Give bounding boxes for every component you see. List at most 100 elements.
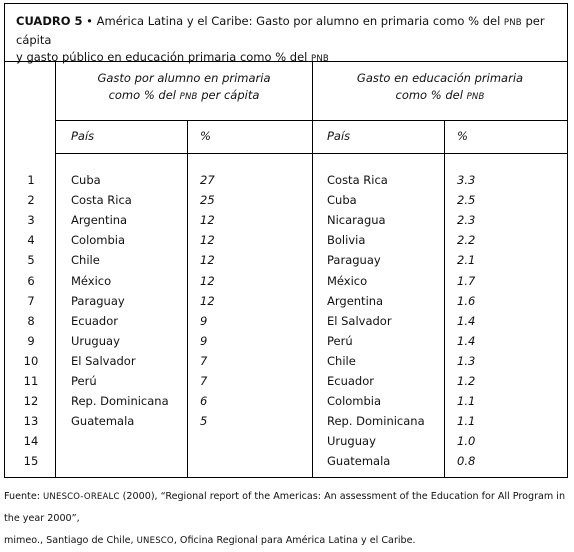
source-org-2: UNESCO [136, 536, 174, 546]
left-value-cell: 12 [200, 213, 215, 228]
right-country-cell: Perú [327, 333, 353, 348]
right-country-cell: Colombia [327, 394, 382, 409]
right-country-cell: El Salvador [327, 313, 392, 328]
left-heading-pnb: PNB [179, 92, 198, 102]
left-country-cell: Rep. Dominicana [71, 394, 169, 409]
right-value-divider [444, 120, 445, 477]
left-country-cell: Perú [71, 374, 97, 388]
title-line1b: per cápita [16, 14, 545, 47]
row-number: 5 [27, 253, 35, 268]
row-number: 3 [27, 213, 35, 228]
right-value-cell: 1.0 [457, 434, 476, 449]
right-value-cell: 1.2 [457, 374, 476, 388]
right-value-cell: 1.7 [457, 273, 476, 288]
row-number: 9 [27, 333, 35, 348]
right-country-cell: Ecuador [327, 374, 374, 388]
left-value-cell: 9 [200, 313, 208, 328]
left-value-cell: 7 [200, 353, 208, 368]
left-country-cell: Guatemala [71, 414, 135, 429]
right-country-cell: Chile [327, 353, 356, 368]
right-country-cell: Uruguay [327, 434, 376, 449]
right-value-cell: 1.1 [457, 414, 476, 429]
title-pnb-a: PNB [503, 18, 522, 28]
row-number: 12 [23, 394, 39, 409]
left-country-cell: Uruguay [71, 333, 120, 348]
right-value-cell: 1.3 [457, 353, 476, 368]
left-country-cell: México [71, 273, 112, 288]
left-country-cell: El Salvador [71, 353, 136, 368]
group-divider [312, 61, 313, 477]
right-country-header: País [327, 129, 351, 143]
right-heading-pnb: PNB [466, 92, 485, 102]
right-value-cell: 2.3 [457, 213, 476, 228]
left-value-cell: 25 [200, 193, 215, 208]
left-country-header: País [71, 129, 95, 143]
left-heading-line2-pre: como % del [108, 88, 176, 102]
right-value-cell: 1.4 [457, 333, 476, 348]
right-heading-line1: Gasto en educación primaria [356, 71, 524, 85]
table-label: CUADRO 5 [16, 14, 83, 28]
source-note: Fuente: UNESCO-OREALC (2000), “Regional … [4, 486, 570, 552]
right-value-cell: 2.5 [457, 193, 476, 208]
right-country-cell: Bolivia [327, 233, 366, 248]
source-org-1: UNESCO-OREALC [43, 492, 120, 502]
right-country-cell: México [327, 273, 368, 288]
table-title: CUADRO 5 • América Latina y el Caribe: G… [16, 13, 561, 68]
source-line2-post: , Oficina Regional para América Latina y… [173, 535, 416, 546]
right-country-cell: Argentina [327, 293, 384, 308]
right-value-cell: 0.8 [457, 454, 476, 469]
left-country-cell: Costa Rica [71, 193, 132, 208]
right-heading-line2-pre: como % del [395, 88, 463, 102]
right-country-cell: Rep. Dominicana [327, 414, 425, 429]
left-country-cell: Chile [71, 253, 100, 268]
row-number: 10 [23, 353, 39, 368]
right-country-cell: Costa Rica [327, 173, 388, 187]
column-heading-rule [55, 153, 567, 154]
group-heading-rule [55, 120, 567, 121]
left-country-cell: Paraguay [71, 293, 125, 308]
right-country-cell: Guatemala [327, 454, 391, 469]
source-line2-pre: mimeo., Santiago de Chile, [4, 535, 134, 546]
source-label: Fuente: [4, 491, 40, 502]
left-value-cell: 27 [200, 173, 215, 187]
left-value-cell: 12 [200, 253, 215, 268]
title-rule [5, 61, 567, 62]
right-value-cell: 1.4 [457, 313, 476, 328]
left-country-cell: Argentina [71, 213, 128, 228]
row-number: 11 [23, 374, 39, 388]
right-value-cell: 2.1 [457, 253, 476, 268]
title-bullet: • [86, 14, 93, 28]
right-group-heading: Gasto en educación primaria como % del P… [313, 70, 567, 106]
left-value-cell: 5 [200, 414, 208, 429]
right-country-cell: Nicaragua [327, 213, 386, 228]
right-value-cell: 2.2 [457, 233, 476, 248]
row-number: 15 [23, 454, 39, 469]
table-frame: CUADRO 5 • América Latina y el Caribe: G… [4, 3, 568, 478]
right-value-cell: 1.6 [457, 293, 476, 308]
left-value-cell: 9 [200, 333, 208, 348]
left-country-cell: Ecuador [71, 313, 118, 328]
left-value-cell: 7 [200, 374, 208, 388]
left-country-cell: Colombia [71, 233, 126, 248]
left-heading-line1: Gasto por alumno en primaria [97, 71, 271, 85]
row-number: 7 [27, 293, 35, 308]
right-value-cell: 1.1 [457, 394, 476, 409]
left-value-cell: 12 [200, 233, 215, 248]
left-value-cell: 6 [200, 394, 208, 409]
left-heading-line2-post: per cápita [201, 88, 260, 102]
row-number: 8 [27, 313, 35, 328]
left-value-cell: 12 [200, 293, 215, 308]
row-number: 1 [27, 173, 35, 187]
right-value-header: % [457, 129, 468, 143]
title-pnb-b: PNB [311, 54, 329, 64]
left-group-heading: Gasto por alumno en primaria como % del … [56, 70, 312, 106]
source-line1: (2000), “Regional report of the Americas… [4, 491, 566, 524]
right-country-cell: Paraguay [327, 253, 381, 268]
left-value-divider [187, 120, 188, 477]
row-number: 13 [23, 414, 39, 429]
left-country-cell: Cuba [71, 173, 101, 187]
left-value-cell: 12 [200, 273, 215, 288]
rownum-divider [55, 61, 56, 477]
title-line1: América Latina y el Caribe: Gasto por al… [96, 14, 501, 28]
title-line2: y gasto público en educación primaria co… [16, 50, 308, 64]
